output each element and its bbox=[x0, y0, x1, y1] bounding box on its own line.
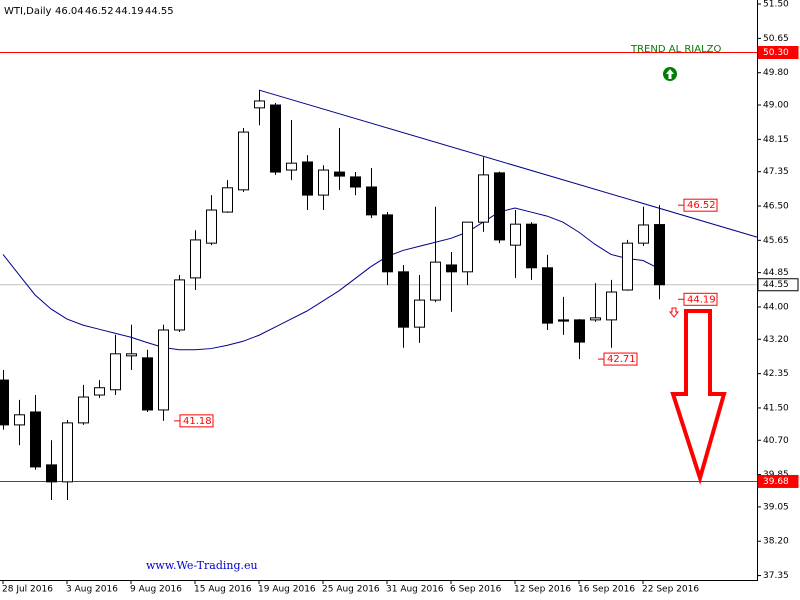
small-down-arrow bbox=[668, 307, 680, 318]
candle-body bbox=[590, 317, 601, 321]
candle-body bbox=[638, 224, 649, 244]
y-tick-label: 51.50 bbox=[763, 0, 789, 10]
y-tick-label: 50.65 bbox=[763, 34, 789, 44]
y-tick-label: 46.50 bbox=[763, 201, 789, 211]
candle-body bbox=[30, 411, 41, 468]
y-tick-label: 37.35 bbox=[763, 571, 789, 581]
trendline bbox=[258, 89, 758, 238]
header-low: 44.19 bbox=[115, 6, 144, 17]
candle-body bbox=[334, 171, 345, 177]
chart-title: WTI,Daily bbox=[4, 6, 52, 17]
candle-body bbox=[446, 264, 457, 273]
trend-annotation: TREND AL RIALZO bbox=[630, 44, 721, 55]
candle-body bbox=[462, 221, 473, 273]
candle-body bbox=[526, 223, 537, 269]
candle-body bbox=[318, 169, 329, 196]
moving-average bbox=[2, 207, 660, 351]
candle-body bbox=[158, 329, 169, 411]
y-tick-label: 39.05 bbox=[763, 502, 789, 512]
plot bbox=[0, 52, 758, 501]
y-tick-label: 44.00 bbox=[763, 302, 789, 312]
price-label-box bbox=[683, 198, 718, 212]
level-label: 39.68 bbox=[763, 477, 789, 487]
candle-body bbox=[382, 214, 393, 273]
candle-body bbox=[622, 242, 633, 291]
candle-body bbox=[398, 271, 409, 328]
candle-body bbox=[414, 299, 425, 328]
candle-body bbox=[238, 131, 249, 191]
price-label-box bbox=[603, 352, 638, 366]
x-tick-label: 31 Aug 2016 bbox=[386, 585, 444, 595]
down-arrow bbox=[670, 309, 727, 485]
x-tick-label: 25 Aug 2016 bbox=[322, 585, 380, 595]
level-tag bbox=[757, 474, 799, 488]
candle-body bbox=[574, 319, 585, 343]
candle-body bbox=[606, 291, 617, 321]
candle-body bbox=[0, 379, 9, 426]
level-tag bbox=[757, 278, 799, 292]
x-tick-label: 16 Sep 2016 bbox=[578, 585, 635, 595]
y-tick-label: 43.20 bbox=[763, 335, 789, 345]
x-tick-label: 28 Jul 2016 bbox=[2, 585, 53, 595]
candle-body bbox=[62, 422, 73, 483]
x-tick-label: 9 Aug 2016 bbox=[130, 585, 182, 595]
x-tick-label: 12 Sep 2016 bbox=[514, 585, 571, 595]
candle-body bbox=[286, 162, 297, 171]
price-label-box bbox=[179, 414, 214, 428]
candle-body bbox=[366, 186, 377, 216]
y-tick-label: 42.35 bbox=[763, 369, 789, 379]
x-tick-label: 22 Sep 2016 bbox=[642, 585, 699, 595]
y-tick-label: 41.50 bbox=[763, 403, 789, 413]
candle-body bbox=[350, 176, 361, 188]
y-tick-label: 38.20 bbox=[763, 537, 789, 547]
x-tick-label: 19 Aug 2016 bbox=[258, 585, 316, 595]
candle-body bbox=[222, 187, 233, 213]
candle-body bbox=[654, 224, 665, 286]
x-tick-label: 3 Aug 2016 bbox=[66, 585, 118, 595]
level-label: 44.55 bbox=[763, 280, 789, 290]
candle-body bbox=[94, 387, 105, 396]
candle-body bbox=[302, 161, 313, 196]
price-label: 41.18 bbox=[183, 416, 212, 427]
level-tag bbox=[757, 46, 799, 60]
y-tick-label: 49.00 bbox=[763, 101, 789, 111]
y-tick-label: 48.15 bbox=[763, 135, 789, 145]
candle-body bbox=[174, 279, 185, 331]
candle-body bbox=[558, 319, 569, 322]
header-close: 44.55 bbox=[145, 6, 174, 17]
candle-body bbox=[494, 172, 505, 241]
watermark: www.We-Trading.eu bbox=[146, 559, 258, 572]
header-open: 46.04 bbox=[55, 6, 84, 17]
price-label-box bbox=[683, 292, 718, 306]
y-tick-label: 45.65 bbox=[763, 236, 789, 246]
candle-body bbox=[542, 267, 553, 324]
candle-body bbox=[270, 104, 281, 173]
price-label: 44.19 bbox=[687, 294, 716, 305]
candle-body bbox=[510, 223, 521, 246]
x-tick-label: 15 Aug 2016 bbox=[194, 585, 252, 595]
y-tick-label: 40.70 bbox=[763, 436, 789, 446]
price-label: 42.71 bbox=[607, 354, 636, 365]
candle-body bbox=[206, 209, 217, 244]
candle-body bbox=[78, 396, 89, 424]
candle-body bbox=[478, 174, 489, 223]
price-label: 46.52 bbox=[687, 200, 716, 211]
candle-body bbox=[142, 357, 153, 411]
y-tick-label: 47.35 bbox=[763, 167, 789, 177]
candle-body bbox=[46, 464, 57, 483]
header-high: 46.52 bbox=[85, 6, 114, 17]
y-tick-label: 44.85 bbox=[763, 268, 789, 278]
level-label: 50.30 bbox=[763, 48, 789, 58]
y-tick-label: 49.80 bbox=[763, 68, 789, 78]
candle-body bbox=[14, 414, 25, 426]
candle-body bbox=[110, 353, 121, 391]
up-icon bbox=[663, 67, 677, 81]
x-tick-label: 6 Sep 2016 bbox=[450, 585, 502, 595]
candle-body bbox=[254, 100, 265, 109]
candle-body bbox=[430, 261, 441, 301]
candle-body bbox=[126, 353, 137, 357]
candle-body bbox=[190, 239, 201, 279]
